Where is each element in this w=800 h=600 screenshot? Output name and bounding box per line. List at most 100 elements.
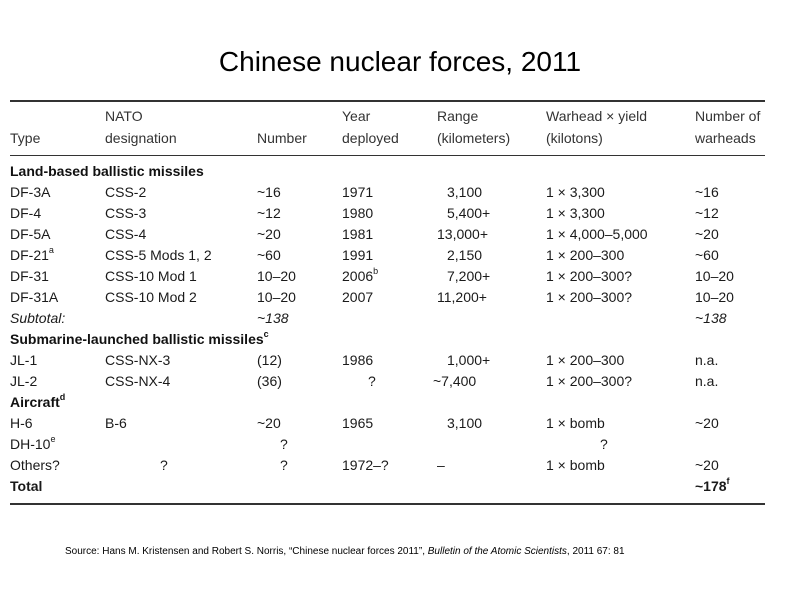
subtotal-label: Subtotal:	[10, 310, 66, 326]
cell-type: H-6	[10, 415, 33, 431]
cell-number: 10–20	[257, 289, 296, 305]
cell-warhead: 1 × 4,000–5,000	[546, 226, 648, 242]
footnote-marker: c	[263, 329, 269, 340]
cell-range: 13,000+	[437, 226, 488, 242]
footnote-marker: f	[726, 476, 730, 487]
subtotal-warheads: ~138	[695, 310, 727, 326]
cell-range: 1,000+	[447, 352, 491, 368]
section-land-based: Land-based ballistic missiles	[10, 163, 204, 179]
cell-type: DF-21a	[10, 245, 54, 263]
total-label: Total	[10, 478, 43, 494]
header-range-line2: (kilometers)	[437, 130, 511, 146]
cell-type: DF-4	[10, 205, 42, 221]
cell-warheads: 10–20	[695, 268, 734, 284]
cell-warheads: ~20	[695, 415, 719, 431]
cell-nato: CSS-10 Mod 2	[105, 289, 197, 305]
section-aircraft: Aircraftd	[10, 392, 66, 410]
cell-number: (12)	[257, 352, 282, 368]
cell-type: JL-2	[10, 373, 38, 389]
cell-number: (36)	[257, 373, 282, 389]
cell-nato: CSS-NX-4	[105, 373, 171, 389]
cell-number: 10–20	[257, 268, 296, 284]
cell-warhead: 1 × 200–300?	[546, 373, 633, 389]
cell-type: DF-5A	[10, 226, 51, 242]
cell-year: 1986	[342, 352, 374, 368]
footnote-marker: e	[50, 434, 56, 445]
cell-number: ~12	[257, 205, 281, 221]
cell-warheads: n.a.	[695, 352, 719, 368]
cell-nato: B-6	[105, 415, 127, 431]
cell-nato: CSS-3	[105, 205, 147, 221]
total-warheads: ~178f	[695, 476, 730, 494]
cell-warheads: ~16	[695, 184, 719, 200]
cell-year: 1971	[342, 184, 374, 200]
cell-type: DH-10e	[10, 434, 56, 452]
cell-warhead: 1 × 200–300	[546, 247, 625, 263]
footnote-marker: b	[373, 266, 379, 277]
cell-number: ~16	[257, 184, 281, 200]
header-warhead-line2: (kilotons)	[546, 130, 603, 146]
cell-year: 1981	[342, 226, 374, 242]
cell-range: 7,200+	[447, 268, 491, 284]
cell-type: JL-1	[10, 352, 38, 368]
header-warhead-line1: Warhead × yield	[546, 108, 648, 124]
cell-number: ?	[280, 436, 288, 452]
footnote-marker: a	[48, 245, 54, 256]
header-type: Type	[10, 130, 41, 146]
header-number: Number	[257, 130, 307, 146]
cell-warhead: 1 × 3,300	[546, 205, 605, 221]
cell-nato: ?	[160, 457, 168, 473]
cell-year: 2007	[342, 289, 374, 305]
cell-nato: CSS-10 Mod 1	[105, 268, 197, 284]
cell-warhead: 1 × 200–300	[546, 352, 625, 368]
cell-nato: CSS-4	[105, 226, 147, 242]
cell-type: DF-3A	[10, 184, 51, 200]
cell-type: Others?	[10, 457, 60, 473]
page-title: Chinese nuclear forces, 2011	[218, 46, 582, 77]
cell-warhead: 1 × bomb	[546, 457, 605, 473]
cell-warhead: 1 × 200–300?	[546, 268, 633, 284]
cell-year: 2006b	[342, 266, 379, 284]
subtotal-number: ~138	[257, 310, 289, 326]
cell-range: 3,100	[447, 184, 483, 200]
cell-number: ~20	[257, 415, 281, 431]
cell-year: 1980	[342, 205, 374, 221]
cell-range: ~7,400	[433, 373, 477, 389]
cell-year: 1965	[342, 415, 374, 431]
cell-range: 3,100	[447, 415, 483, 431]
cell-warhead: ?	[600, 436, 608, 452]
cell-year: 1991	[342, 247, 374, 263]
cell-warheads: 10–20	[695, 289, 734, 305]
cell-warhead: 1 × bomb	[546, 415, 605, 431]
table-bottom-rule	[10, 503, 765, 505]
cell-warheads: ~20	[695, 457, 719, 473]
header-nato-line1: NATO	[105, 108, 143, 124]
cell-range: 2,150	[447, 247, 483, 263]
cell-type: DF-31A	[10, 289, 59, 305]
cell-number: ~20	[257, 226, 281, 242]
header-year-line1: Year	[342, 108, 371, 124]
header-warheads-line1: Number of	[695, 108, 761, 124]
cell-year: 1972–?	[342, 457, 389, 473]
section-submarine: Submarine-launched ballistic missilesc	[10, 329, 269, 347]
cell-number: ~60	[257, 247, 281, 263]
header-nato-line2: designation	[105, 130, 177, 146]
cell-nato: CSS-2	[105, 184, 147, 200]
header-year-line2: deployed	[342, 130, 399, 146]
cell-range: 11,200+	[437, 289, 487, 305]
cell-range: 5,400+	[447, 205, 491, 221]
source-citation: Source: Hans M. Kristensen and Robert S.…	[65, 546, 625, 557]
cell-warheads: ~20	[695, 226, 719, 242]
cell-range: –	[437, 457, 445, 473]
cell-type: DF-31	[10, 268, 49, 284]
cell-number: ?	[280, 457, 288, 473]
cell-warhead: 1 × 200–300?	[546, 289, 633, 305]
cell-warheads: ~12	[695, 205, 719, 221]
footnote-marker: d	[59, 392, 66, 403]
header-range-line1: Range	[437, 108, 479, 124]
table-top-rule	[10, 100, 765, 102]
header-rule	[10, 155, 765, 156]
cell-warhead: 1 × 3,300	[546, 184, 605, 200]
cell-nato: CSS-NX-3	[105, 352, 171, 368]
header-warheads-line2: warheads	[695, 130, 756, 146]
